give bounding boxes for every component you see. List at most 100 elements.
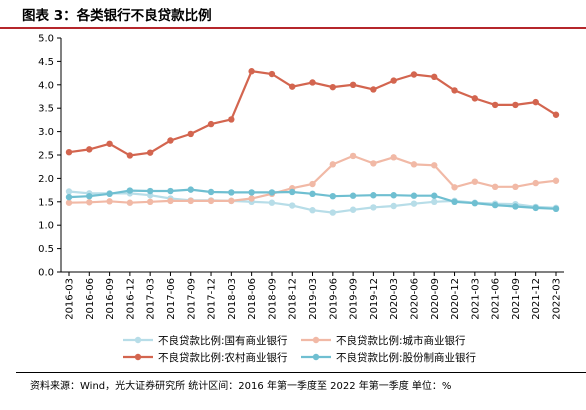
data-point bbox=[65, 199, 73, 206]
data-point bbox=[106, 140, 113, 147]
data-point bbox=[329, 83, 336, 91]
data-point bbox=[207, 120, 215, 128]
x-tick-label: 2018-12 bbox=[288, 278, 299, 320]
data-point bbox=[126, 199, 134, 206]
x-tick-label: 2020-09 bbox=[430, 278, 441, 320]
data-point bbox=[309, 207, 316, 214]
data-point bbox=[268, 199, 276, 206]
figure-title: 图表 3：各类银行不良贷款比例 bbox=[22, 8, 212, 24]
data-point bbox=[106, 190, 113, 198]
data-point bbox=[167, 137, 174, 144]
data-point bbox=[207, 197, 215, 205]
x-tick-label: 2016-12 bbox=[125, 278, 136, 320]
data-point bbox=[248, 189, 255, 196]
y-tick-label: 1.0 bbox=[38, 221, 54, 232]
x-tick-label: 2018-03 bbox=[227, 278, 238, 320]
data-point bbox=[451, 198, 458, 205]
data-point bbox=[471, 178, 479, 185]
x-tick-label: 2016-06 bbox=[85, 278, 96, 320]
data-point bbox=[126, 152, 134, 159]
legend-label: 不良贷款比例:国有商业银行 bbox=[158, 334, 288, 347]
source-note: 资料来源：Wind，光大证券研究所 统计区间：2016 年第一季度至 2022 … bbox=[30, 381, 452, 392]
data-point bbox=[146, 149, 154, 156]
data-point bbox=[491, 183, 499, 191]
legend-label: 不良贷款比例:农村商业银行 bbox=[158, 351, 288, 364]
data-point bbox=[390, 202, 397, 210]
data-point bbox=[390, 77, 397, 84]
data-point bbox=[289, 83, 296, 90]
data-point bbox=[65, 193, 73, 201]
data-point bbox=[228, 197, 235, 205]
data-point bbox=[349, 81, 357, 88]
data-point bbox=[329, 161, 336, 168]
data-point bbox=[86, 199, 93, 206]
data-point bbox=[86, 146, 93, 153]
data-point bbox=[552, 205, 560, 213]
data-point bbox=[289, 202, 296, 209]
data-point bbox=[65, 148, 73, 156]
data-point bbox=[431, 192, 438, 199]
legend-label: 不良贷款比例:城市商业银行 bbox=[336, 334, 466, 347]
y-tick-label: 5.0 bbox=[38, 34, 54, 45]
data-point bbox=[532, 204, 539, 212]
data-point bbox=[370, 192, 377, 199]
header-rule bbox=[0, 27, 586, 29]
y-tick-label: 1.5 bbox=[38, 197, 54, 208]
y-tick-label: 0.5 bbox=[38, 244, 54, 255]
x-tick-label: 2016-03 bbox=[65, 278, 76, 320]
data-point bbox=[532, 98, 539, 106]
data-point bbox=[86, 192, 93, 200]
data-point bbox=[289, 188, 296, 196]
legend-swatch-marker bbox=[134, 336, 142, 344]
figure-footer: 资料来源：Wind，光大证券研究所 统计区间：2016 年第一季度至 2022 … bbox=[0, 372, 586, 402]
figure-header: 图表 3：各类银行不良贷款比例 bbox=[0, 0, 586, 30]
x-tick-label: 2017-12 bbox=[207, 278, 218, 320]
x-tick-label: 2021-03 bbox=[470, 278, 481, 320]
data-point bbox=[349, 192, 357, 199]
data-point bbox=[410, 192, 418, 199]
data-point bbox=[410, 71, 418, 78]
x-tick-label: 2020-06 bbox=[409, 278, 420, 320]
data-point bbox=[512, 101, 519, 109]
x-tick-label: 2019-06 bbox=[328, 278, 339, 320]
x-tick-label: 2018-06 bbox=[247, 278, 258, 320]
data-point bbox=[471, 95, 479, 102]
data-point bbox=[451, 87, 458, 94]
data-point bbox=[471, 200, 479, 207]
y-tick-label: 4.0 bbox=[38, 80, 54, 91]
x-tick-label: 2019-12 bbox=[369, 278, 380, 320]
legend-swatch-marker bbox=[312, 353, 320, 361]
line-chart: 0.0 0.5 1.0 1.5 2.0 2.5 3.0 3.5 4.0 4.5 5.0 2016-03… bbox=[38, 34, 564, 364]
data-point bbox=[390, 192, 397, 199]
legend-swatch-marker bbox=[134, 353, 142, 361]
data-point bbox=[146, 187, 154, 195]
x-tick-label: 2017-09 bbox=[186, 278, 197, 320]
data-point bbox=[329, 209, 336, 216]
y-tick-label: 0.0 bbox=[38, 268, 54, 279]
data-point bbox=[552, 111, 560, 118]
data-point bbox=[491, 201, 499, 209]
data-point bbox=[248, 195, 255, 202]
x-tick-label: 2021-12 bbox=[531, 278, 542, 320]
data-point bbox=[309, 180, 316, 188]
data-point bbox=[268, 189, 276, 196]
data-point bbox=[207, 188, 215, 196]
y-tick-label: 3.0 bbox=[38, 127, 54, 138]
data-point bbox=[248, 68, 255, 75]
data-point bbox=[167, 197, 174, 205]
data-point bbox=[431, 198, 438, 205]
data-point bbox=[349, 206, 357, 213]
x-tick-label: 2019-03 bbox=[308, 278, 319, 320]
data-point bbox=[431, 73, 438, 81]
data-point bbox=[431, 162, 438, 169]
x-tick-label: 2020-12 bbox=[450, 278, 461, 320]
data-point bbox=[309, 190, 316, 198]
x-tick-label: 2021-09 bbox=[511, 278, 522, 320]
data-point bbox=[309, 79, 316, 86]
data-point bbox=[126, 187, 134, 194]
y-tick-label: 2.5 bbox=[38, 151, 54, 162]
data-point bbox=[65, 188, 73, 195]
data-point bbox=[228, 189, 235, 196]
data-point bbox=[370, 160, 377, 167]
y-tick-label: 3.5 bbox=[38, 104, 54, 115]
